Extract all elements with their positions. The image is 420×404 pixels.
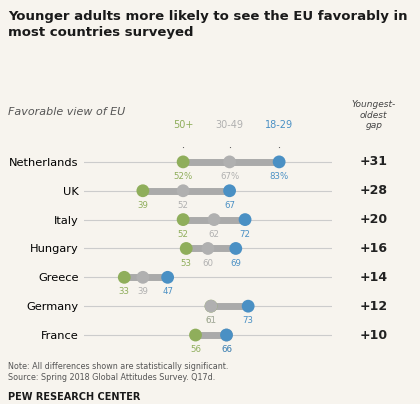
Point: [232, 245, 239, 252]
Text: Youngest-
oldest
gap: Youngest- oldest gap: [352, 100, 396, 130]
Text: Favorable view of EU: Favorable view of EU: [8, 107, 126, 117]
Point: [211, 217, 218, 223]
Point: [180, 187, 186, 194]
Point: [226, 159, 233, 165]
Text: Younger adults more likely to see the EU favorably in
most countries surveyed: Younger adults more likely to see the EU…: [8, 10, 408, 39]
Text: 72: 72: [239, 230, 251, 239]
Point: [164, 274, 171, 280]
Point: [139, 274, 146, 280]
Text: 83%: 83%: [270, 172, 289, 181]
Point: [223, 332, 230, 338]
Point: [207, 303, 214, 309]
Text: 60: 60: [202, 259, 213, 267]
Text: 56: 56: [190, 345, 201, 354]
Text: +10: +10: [360, 328, 388, 341]
Text: +31: +31: [360, 156, 388, 168]
Point: [183, 245, 189, 252]
Text: 52: 52: [178, 201, 189, 210]
Text: 30-49: 30-49: [215, 120, 244, 130]
Text: 53: 53: [181, 259, 192, 267]
Point: [180, 159, 186, 165]
Text: 69: 69: [230, 259, 241, 267]
Text: 18-29: 18-29: [265, 120, 293, 130]
Point: [276, 159, 283, 165]
Text: 52: 52: [178, 230, 189, 239]
Text: Note: All differences shown are statistically significant.
Source: Spring 2018 G: Note: All differences shown are statisti…: [8, 362, 229, 382]
Text: +20: +20: [360, 213, 388, 226]
Text: 47: 47: [162, 287, 173, 297]
Text: 61: 61: [205, 316, 216, 325]
Point: [226, 187, 233, 194]
Text: 73: 73: [243, 316, 254, 325]
Point: [180, 217, 186, 223]
Point: [207, 303, 214, 309]
Text: +12: +12: [360, 300, 388, 313]
Text: +16: +16: [360, 242, 388, 255]
Text: 67%: 67%: [220, 172, 239, 181]
Point: [223, 332, 230, 338]
Point: [242, 217, 249, 223]
Point: [192, 332, 199, 338]
Point: [205, 245, 211, 252]
Text: 66: 66: [221, 345, 232, 354]
Text: +14: +14: [360, 271, 388, 284]
Text: PEW RESEARCH CENTER: PEW RESEARCH CENTER: [8, 392, 141, 402]
Point: [245, 303, 252, 309]
Text: 66: 66: [221, 345, 232, 354]
Text: 67: 67: [224, 201, 235, 210]
Text: 52%: 52%: [173, 172, 193, 181]
Text: 33: 33: [119, 287, 130, 297]
Text: +28: +28: [360, 184, 388, 197]
Text: 39: 39: [137, 287, 148, 297]
Point: [139, 187, 146, 194]
Text: 62: 62: [209, 230, 220, 239]
Text: 39: 39: [137, 201, 148, 210]
Text: 50+: 50+: [173, 120, 193, 130]
Point: [121, 274, 128, 280]
Text: 61: 61: [205, 316, 216, 325]
